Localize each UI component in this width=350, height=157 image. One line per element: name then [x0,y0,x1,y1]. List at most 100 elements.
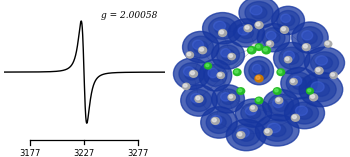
Ellipse shape [303,31,317,44]
Circle shape [199,48,204,51]
Ellipse shape [239,0,279,28]
Ellipse shape [211,115,222,125]
Circle shape [262,47,271,54]
Circle shape [308,89,311,92]
Ellipse shape [315,56,328,65]
Text: g = 2.00058: g = 2.00058 [101,11,158,20]
Circle shape [219,30,224,34]
Ellipse shape [302,31,313,40]
Circle shape [266,41,274,47]
Ellipse shape [222,49,235,61]
Ellipse shape [238,27,249,35]
Circle shape [280,26,288,33]
Ellipse shape [304,47,344,78]
Ellipse shape [296,107,313,119]
Ellipse shape [262,28,285,48]
Circle shape [205,63,211,69]
Ellipse shape [256,115,299,146]
Circle shape [257,98,260,101]
Ellipse shape [184,68,199,80]
Ellipse shape [250,5,262,15]
Circle shape [206,64,209,67]
Circle shape [229,54,233,57]
Ellipse shape [239,27,253,39]
Circle shape [255,44,263,50]
Ellipse shape [276,11,300,30]
Circle shape [237,132,245,138]
Circle shape [267,42,271,45]
Circle shape [253,45,256,48]
Circle shape [255,75,263,82]
Circle shape [228,94,235,100]
Ellipse shape [310,52,338,74]
Ellipse shape [209,69,222,82]
Ellipse shape [183,31,219,63]
Circle shape [285,57,289,60]
Circle shape [186,52,194,58]
Ellipse shape [253,65,265,76]
Ellipse shape [212,41,244,69]
Circle shape [247,47,256,54]
Circle shape [310,94,317,101]
Ellipse shape [281,15,295,26]
Circle shape [235,70,238,73]
Ellipse shape [299,72,343,107]
Circle shape [331,73,335,76]
Ellipse shape [267,123,280,133]
Ellipse shape [214,21,226,31]
Ellipse shape [249,61,269,81]
Ellipse shape [268,94,294,116]
Circle shape [257,45,260,48]
Ellipse shape [244,57,274,85]
Ellipse shape [281,68,317,99]
Circle shape [302,44,310,51]
Ellipse shape [217,89,239,109]
Circle shape [290,78,297,85]
Circle shape [251,106,254,109]
Circle shape [228,53,235,60]
Text: 3227: 3227 [74,149,95,157]
Ellipse shape [267,32,280,43]
Ellipse shape [273,98,284,108]
Text: 3177: 3177 [20,149,41,157]
Circle shape [189,70,197,77]
Ellipse shape [183,67,194,76]
Circle shape [326,42,329,45]
Ellipse shape [292,77,306,89]
Ellipse shape [274,99,288,111]
Ellipse shape [306,77,336,102]
Circle shape [217,72,224,78]
Ellipse shape [268,124,286,137]
Circle shape [292,114,299,121]
Circle shape [330,72,337,78]
Ellipse shape [181,85,217,116]
Circle shape [255,97,263,104]
Circle shape [307,88,313,94]
Circle shape [196,96,200,100]
Circle shape [233,69,241,76]
Ellipse shape [212,85,244,113]
Circle shape [277,69,285,76]
Circle shape [219,30,226,36]
Circle shape [256,23,260,26]
Ellipse shape [215,22,231,35]
Ellipse shape [233,23,259,43]
Circle shape [183,84,187,87]
Ellipse shape [174,58,210,89]
Ellipse shape [257,24,290,52]
Circle shape [310,95,315,98]
Circle shape [255,22,263,29]
Circle shape [324,41,332,47]
Ellipse shape [245,2,273,24]
Ellipse shape [316,57,332,69]
Circle shape [238,132,242,136]
Circle shape [264,128,272,135]
Ellipse shape [192,94,206,107]
Circle shape [316,68,320,72]
Ellipse shape [279,47,304,69]
Ellipse shape [209,17,237,39]
Ellipse shape [291,76,302,86]
Ellipse shape [274,42,310,74]
Circle shape [250,105,257,111]
Circle shape [273,88,281,94]
